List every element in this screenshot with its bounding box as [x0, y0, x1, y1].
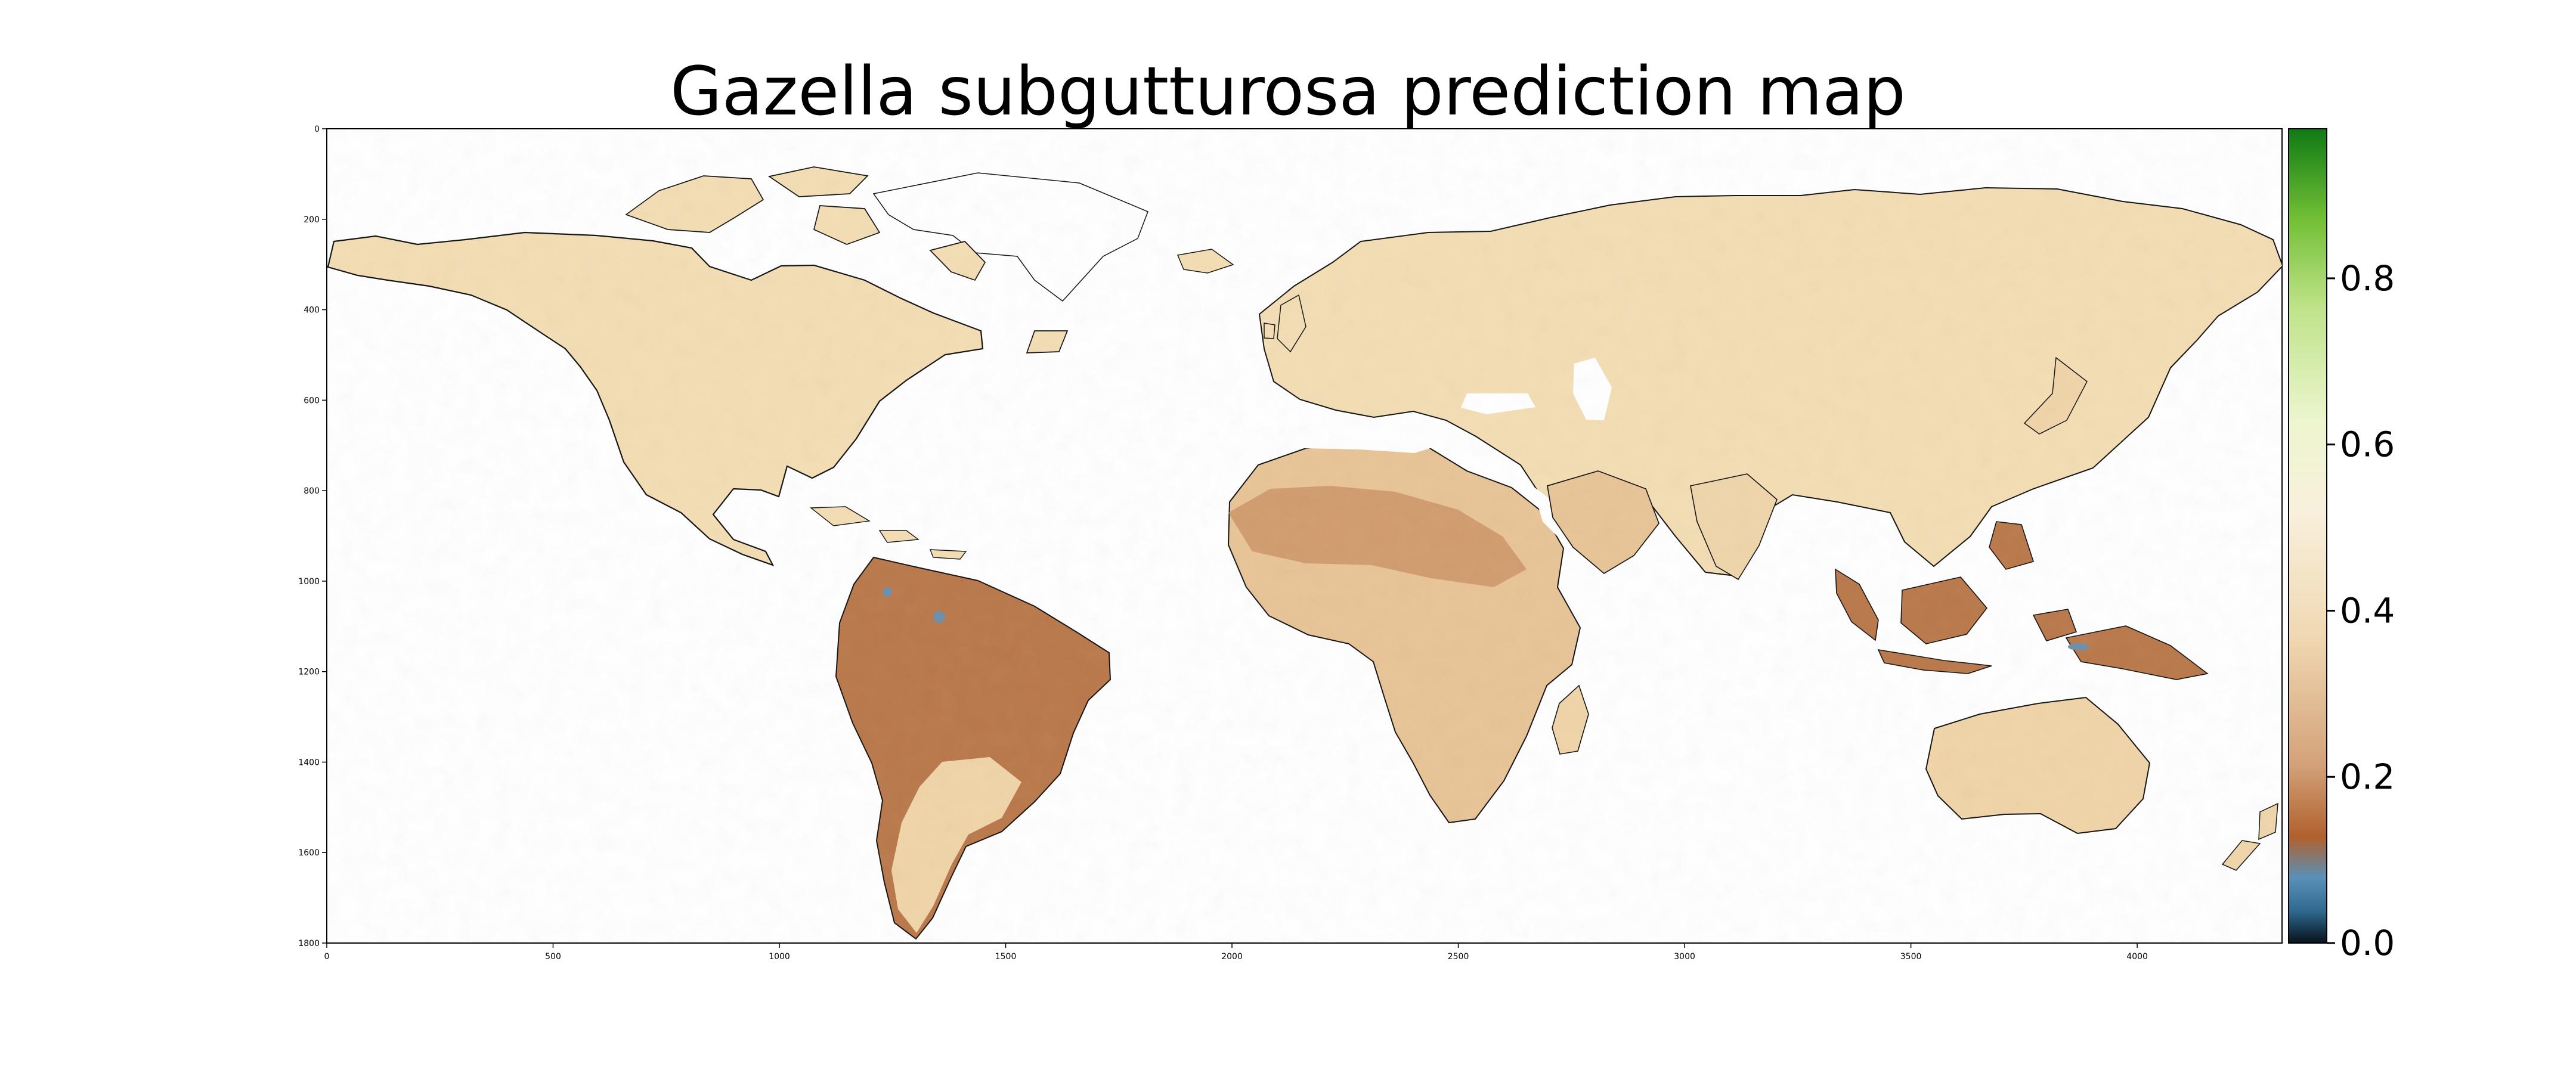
x-axis-tick-label: 2000 [1221, 952, 1243, 962]
y-axis-tick-label: 400 [304, 306, 320, 315]
x-axis-ticks: 0 500 1000 1500 2000 2500 3000 3500 4000 [324, 943, 2148, 962]
y-axis-tick-label: 800 [304, 486, 320, 496]
y-axis-tick-label: 1200 [298, 668, 320, 677]
colorbar-tick-label: 0.0 [2340, 923, 2395, 963]
very-low-prediction-spot [883, 587, 892, 597]
x-axis-tick-label: 3000 [1674, 952, 1695, 962]
x-axis-tick-label: 1000 [769, 952, 790, 962]
colorbar-tick-label: 0.8 [2340, 258, 2395, 299]
colorbar-ticks: 0.0 0.2 0.4 0.6 0.8 [2327, 258, 2395, 963]
y-axis: 0 200 400 600 800 1000 1200 1400 1600 1800 [298, 125, 327, 948]
colorbar-tick-label: 0.6 [2340, 424, 2395, 465]
y-axis-tick-label: 1600 [298, 848, 320, 858]
x-axis-tick-label: 1500 [995, 952, 1017, 962]
colorbar-tick-label: 0.4 [2340, 590, 2395, 631]
y-axis-tick-label: 600 [304, 396, 320, 405]
x-axis-tick-label: 4000 [2126, 952, 2148, 962]
y-axis-tick-label: 0 [314, 125, 320, 134]
very-low-prediction-spot [2068, 643, 2089, 650]
map-landmasses [327, 129, 2282, 943]
colorbar [2288, 128, 2327, 944]
colorbar-tick-label: 0.2 [2340, 756, 2395, 797]
y-axis-ticks: 0 200 400 600 800 1000 1200 1400 1600 1800 [298, 125, 327, 948]
very-low-prediction-spot [933, 611, 945, 623]
y-axis-tick-label: 200 [304, 215, 320, 225]
x-axis-tick-label: 0 [324, 952, 330, 962]
y-axis-tick-label: 1400 [298, 758, 320, 767]
map-title: Gazella subgutturosa prediction map [670, 53, 1906, 131]
x-axis: 0 500 1000 1500 2000 2500 3000 3500 4000 [324, 943, 2148, 962]
y-axis-tick-label: 1800 [298, 939, 320, 948]
x-axis-tick-label: 3500 [1900, 952, 1922, 962]
x-axis-tick-label: 2500 [1448, 952, 1469, 962]
x-axis-tick-label: 500 [545, 952, 561, 962]
y-axis-tick-label: 1000 [298, 577, 320, 587]
